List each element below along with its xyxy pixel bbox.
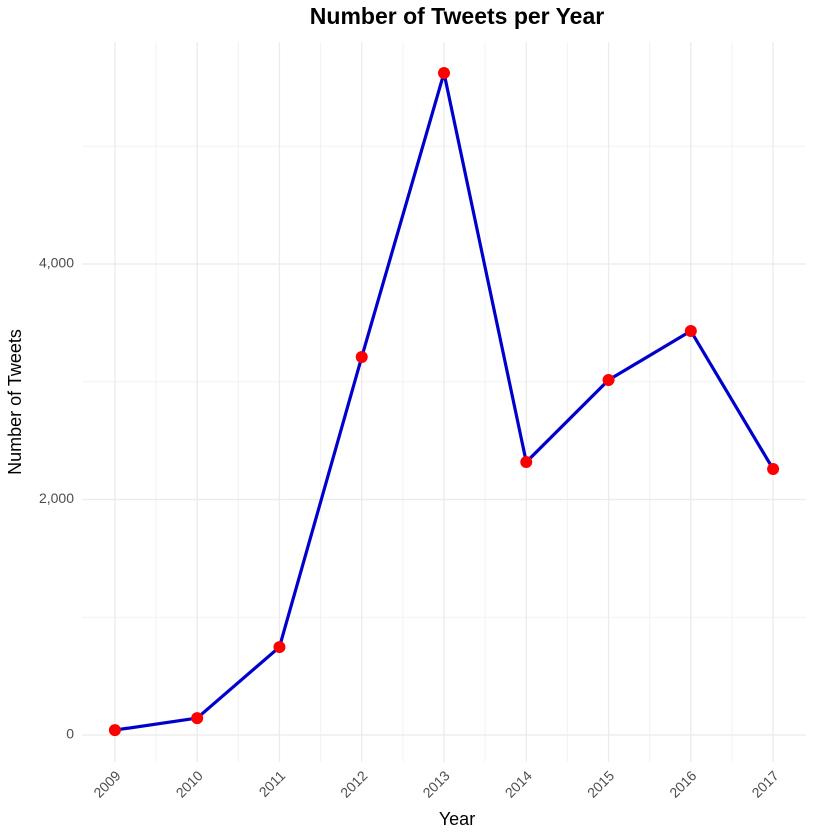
point bbox=[191, 712, 204, 725]
point bbox=[108, 724, 121, 737]
point bbox=[520, 456, 533, 469]
point bbox=[684, 324, 697, 337]
x-tick-label: 2009 bbox=[90, 767, 123, 800]
x-tick-label: 2013 bbox=[419, 767, 452, 800]
point bbox=[355, 351, 368, 364]
chart-title: Number of Tweets per Year bbox=[310, 3, 604, 29]
x-tick-label: 2014 bbox=[502, 767, 535, 800]
y-tick-label: 0 bbox=[66, 726, 74, 742]
x-axis-title: Year bbox=[439, 809, 475, 829]
x-tick-label: 2012 bbox=[337, 767, 370, 800]
x-tick-label: 2015 bbox=[584, 767, 617, 800]
y-tick-label: 4,000 bbox=[39, 255, 74, 271]
point bbox=[438, 66, 450, 79]
x-tick-label: 2017 bbox=[748, 767, 781, 800]
x-tick-label: 2010 bbox=[173, 767, 206, 800]
point bbox=[602, 373, 615, 386]
x-tick-label: 2016 bbox=[666, 767, 699, 800]
y-tick-label: 2,000 bbox=[39, 490, 74, 506]
point bbox=[767, 463, 780, 476]
point bbox=[273, 641, 286, 654]
x-tick-label: 2011 bbox=[256, 767, 289, 800]
y-axis-title: Number of Tweets bbox=[5, 329, 25, 475]
